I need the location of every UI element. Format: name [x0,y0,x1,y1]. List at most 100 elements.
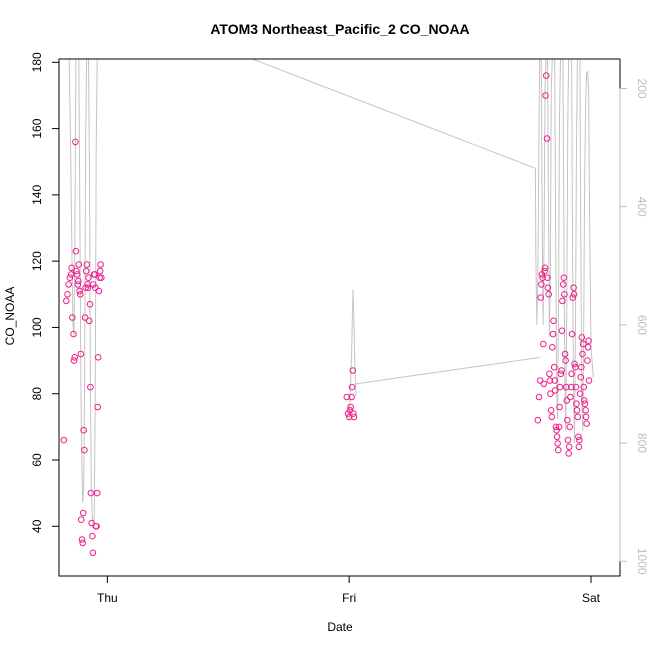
points-layer [60,72,593,557]
data-point [93,489,101,497]
data-point [536,377,544,384]
pressure-line-segment [355,356,541,385]
data-point [549,330,557,338]
data-point [580,383,588,391]
y-axis-label: CO_NOAA [3,287,17,346]
data-point [544,274,551,282]
data-point [76,287,83,295]
data-point [73,267,80,275]
data-point [92,284,99,292]
right-tick-label: 200 [635,79,649,99]
data-point [84,284,92,292]
pressure-line-segment [348,289,357,420]
data-point [578,334,586,341]
data-point [537,294,545,301]
data-point [580,397,588,404]
y-axis: 40 60 80 100 120 140 160 180 [30,52,59,533]
data-point [71,354,78,361]
data-point [582,413,590,421]
data-point [86,300,94,308]
data-point [559,297,566,305]
data-point [70,330,77,338]
data-point [345,413,353,421]
data-point [581,400,589,408]
data-point [348,383,356,391]
data-point [550,317,557,325]
y-tick-label: 140 [30,185,44,205]
data-point [559,281,567,288]
y-tick-label: 120 [30,251,44,271]
data-point [556,403,563,411]
data-point [67,271,75,278]
data-point [538,281,545,288]
data-point [93,523,100,530]
data-point [66,274,74,282]
data-point [87,383,94,391]
y-tick-label: 80 [30,387,44,401]
data-point [88,519,95,527]
data-point [75,261,83,268]
data-point [89,549,97,557]
data-point [575,433,582,441]
data-point [89,532,96,540]
data-point [348,393,355,401]
data-point [83,261,91,268]
data-point [573,407,581,414]
data-point [564,436,572,444]
data-point [567,393,574,401]
data-point [563,397,571,404]
data-point [561,350,569,358]
x-tick-label: Sat [582,591,601,605]
data-point [80,426,87,434]
data-point [579,350,586,358]
data-point [568,330,576,338]
data-point [562,357,569,364]
data-point [60,436,68,444]
data-point [576,436,583,444]
data-point [564,416,571,424]
data-point [550,363,558,371]
data-point [79,539,86,547]
data-point [77,516,85,524]
data-point [75,277,82,285]
data-point [94,403,101,411]
data-point [73,271,81,278]
data-point [568,370,575,378]
right-tick-label: 800 [635,433,649,453]
data-point [350,410,357,417]
data-point [572,383,580,391]
data-point [63,297,70,305]
y-tick-label: 180 [30,52,44,72]
data-point [549,344,556,351]
data-point [561,291,568,298]
data-point [555,446,562,454]
data-point [552,423,560,431]
data-point [551,387,559,394]
data-point [96,267,104,275]
data-point [583,420,590,427]
data-point [343,393,351,401]
x-tick-label: Thu [97,591,118,605]
data-point [540,340,547,348]
data-point [557,370,565,378]
data-point [77,291,84,298]
pressure-line-layer [68,58,594,526]
data-point [584,344,592,351]
data-point [91,271,99,278]
chart-title: ATOM3 Northeast_Pacific_2 CO_NOAA [210,21,469,37]
data-point [545,291,553,298]
data-point [571,360,578,368]
right-tick-label: 600 [635,315,649,335]
data-point [558,367,565,374]
data-point [573,400,580,408]
data-point [81,446,88,454]
data-point [574,413,582,421]
data-point [70,357,78,364]
data-point [547,390,554,398]
plot-frame [58,58,621,577]
data-point [350,413,358,421]
data-point [349,367,357,374]
data-point [542,72,550,79]
data-point [68,264,75,272]
data-point [544,284,552,292]
